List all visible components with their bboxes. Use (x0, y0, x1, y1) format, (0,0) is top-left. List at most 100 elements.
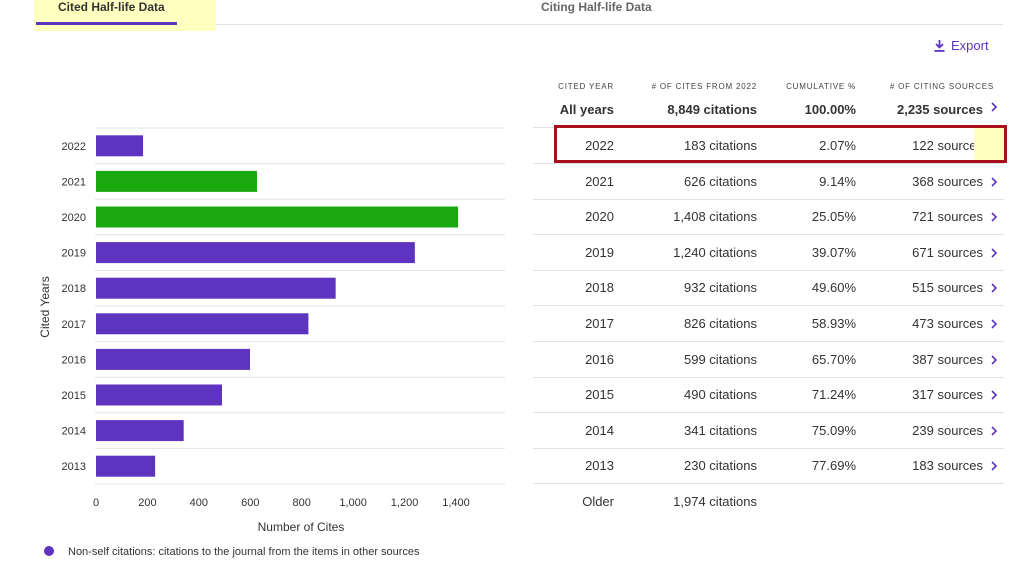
cell-cumulative: 2.07% (819, 138, 856, 153)
export-label: Export (951, 38, 989, 53)
table-row-all-years: All years 8,849 citations 100.00% 2,235 … (533, 92, 1004, 128)
table-row: 2020 1,408 citations 25.05% 721 sources (533, 199, 1004, 236)
table-row: 2016 599 citations 65.70% 387 sources (533, 342, 1004, 378)
cell-cites: 341 citations (684, 422, 757, 438)
y-tick-label: 2013 (62, 461, 86, 473)
cell-year: 2016 (585, 351, 614, 367)
chevron-right-icon[interactable] (988, 100, 1000, 114)
bar-2017[interactable] (96, 313, 309, 335)
tab-cited-label: Cited Half-life Data (58, 0, 165, 14)
cell-sources: 721 sources (912, 209, 983, 225)
highlight-box (554, 125, 1007, 163)
table-row: 2018 932 citations 49.60% 515 sources (533, 270, 1004, 307)
cell-year: 2014 (585, 422, 614, 438)
cell-cumulative: 75.09% (811, 422, 856, 438)
bar-2014[interactable] (96, 420, 184, 442)
cell-year: 2020 (585, 209, 614, 225)
export-button[interactable]: Export (934, 38, 989, 53)
cell-cites: 626 citations (684, 173, 757, 189)
chevron-highlight (974, 128, 1004, 160)
bar-2021[interactable] (96, 170, 257, 192)
cell-sources: 515 sources (912, 280, 983, 296)
header-cites: # OF CITES FROM 2022 (651, 82, 757, 91)
cell-cumulative: 58.93% (811, 316, 856, 331)
bar-2015[interactable] (96, 384, 222, 406)
y-tick-label: 2018 (62, 283, 86, 295)
cell-year: 2022 (585, 138, 614, 153)
cell-sources: 368 sources (912, 173, 983, 189)
x-axis-label: Number of Cites (258, 520, 345, 534)
chevron-right-icon[interactable] (988, 281, 1000, 295)
cell-sources: 122 sources (912, 138, 983, 153)
tab-cited-half-life[interactable]: Cited Half-life Data (34, 0, 216, 31)
table-row: Older 1,974 citations (533, 484, 1004, 520)
y-tick-label: 2014 (62, 426, 86, 438)
chevron-right-icon[interactable] (988, 210, 1000, 224)
y-tick-label: 2020 (62, 212, 86, 224)
cell-sources: 2,235 sources (896, 102, 983, 117)
table-row: 2017 826 citations 58.93% 473 sources (533, 306, 1004, 342)
bar-2022[interactable] (96, 135, 144, 157)
y-axis-label: Cited Years (38, 276, 52, 337)
cell-cumulative: 71.24% (811, 387, 856, 403)
cell-cites: 826 citations (684, 316, 757, 331)
tab-bar: Cited Half-life Data Citing Half-life Da… (0, 0, 1024, 31)
x-tick-label: 600 (241, 497, 259, 509)
table-row: 2015 490 citations 71.24% 317 sources (533, 377, 1004, 414)
chevron-right-icon[interactable] (988, 246, 1000, 260)
cited-years-bar-chart: 2022 2021 2020 2019 2018 2017 2016 2015 2014 2013… (38, 127, 505, 534)
y-tick-label: 2022 (62, 141, 86, 153)
y-tick-label: 2019 (62, 248, 86, 260)
bar-2018[interactable] (96, 277, 336, 299)
table-row: 2021 626 citations 9.14% 368 sources (533, 164, 1004, 200)
bar-2019[interactable] (96, 242, 415, 264)
cell-cumulative: 49.60% (811, 280, 856, 296)
cell-cumulative: 77.69% (811, 458, 856, 474)
bar-2013[interactable] (96, 455, 156, 477)
table-row: 2013 230 citations 77.69% 183 sources (533, 448, 1004, 485)
x-tick-label: 400 (190, 497, 208, 509)
cell-sources: 671 sources (912, 244, 983, 260)
cell-sources: 387 sources (912, 351, 983, 367)
tab-divider (216, 24, 1003, 25)
table-row: 2019 1,240 citations 39.07% 671 sources (533, 235, 1004, 271)
cell-sources: 239 sources (912, 422, 983, 438)
cell-year: All years (559, 102, 614, 117)
bar-2020[interactable] (96, 206, 459, 228)
y-tick-label: 2015 (62, 390, 86, 402)
chevron-right-icon[interactable] (988, 175, 1000, 189)
cell-cumulative: 9.14% (819, 173, 856, 189)
chevron-right-icon[interactable] (988, 459, 1000, 473)
cell-cites: 1,240 citations (673, 244, 757, 260)
chevron-right-icon[interactable] (988, 317, 1000, 331)
chevron-right-icon[interactable] (988, 353, 1000, 367)
download-icon (934, 40, 945, 52)
chart-legend: Non-self citations: citations to the jou… (44, 546, 420, 558)
y-tick-label: 2017 (62, 319, 86, 331)
cell-year: 2018 (585, 280, 614, 296)
cell-cites: 230 citations (684, 458, 757, 474)
header-cumulative: CUMULATIVE % (786, 82, 856, 91)
cell-cumulative: 39.07% (811, 244, 856, 260)
cell-cites: 8,849 citations (667, 102, 757, 117)
table-row: 2014 341 citations 75.09% 239 sources (533, 413, 1004, 449)
active-tab-indicator (36, 22, 177, 25)
cell-year: 2019 (585, 244, 614, 260)
bar-2016[interactable] (96, 348, 251, 370)
chevron-right-icon[interactable] (988, 424, 1000, 438)
y-tick-label: 2021 (62, 176, 86, 188)
cell-year: Older (582, 494, 614, 509)
tab-citing-half-life[interactable]: Citing Half-life Data (541, 0, 652, 14)
cell-cites: 183 citations (684, 138, 757, 153)
header-citing-sources: # OF CITING SOURCES (889, 82, 994, 91)
cell-year: 2017 (585, 316, 614, 331)
table-row: 2022 183 citations 2.07% 122 sources (533, 128, 1004, 164)
x-tick-label: 200 (138, 497, 156, 509)
cell-year: 2013 (585, 458, 614, 474)
cell-cites: 1,974 citations (673, 494, 757, 509)
cell-cites: 1,408 citations (673, 209, 757, 225)
cell-sources: 473 sources (912, 316, 983, 331)
x-tick-label: 1,200 (391, 497, 419, 509)
cell-cites: 932 citations (684, 280, 757, 296)
chevron-right-icon[interactable] (988, 388, 1000, 402)
